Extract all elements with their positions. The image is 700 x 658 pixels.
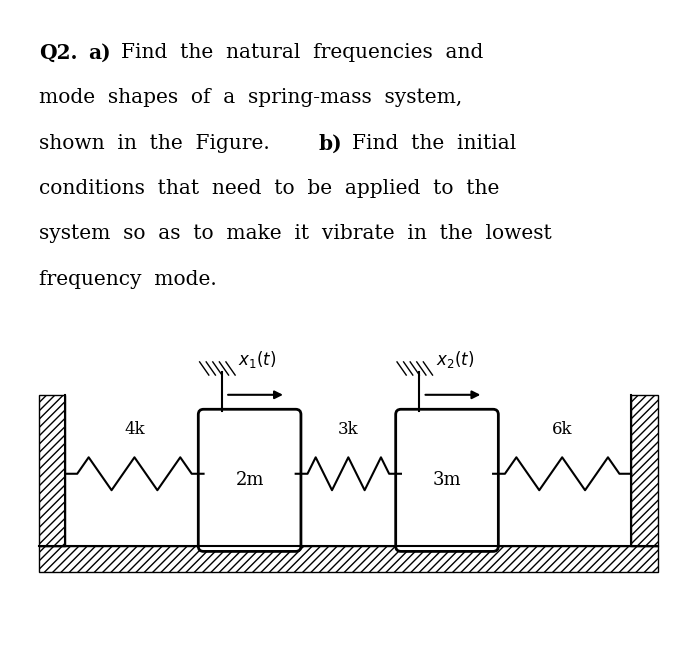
- Text: conditions  that  need  to  be  applied  to  the: conditions that need to be applied to th…: [39, 179, 499, 198]
- Text: a): a): [88, 43, 111, 63]
- Bar: [39, 546, 657, 572]
- Text: 2m: 2m: [235, 471, 264, 490]
- Text: shown  in  the  Figure.: shown in the Figure.: [39, 134, 283, 153]
- FancyBboxPatch shape: [395, 409, 498, 551]
- Text: 3k: 3k: [338, 420, 358, 438]
- FancyBboxPatch shape: [198, 409, 301, 551]
- Text: Find  the  natural  frequencies  and: Find the natural frequencies and: [121, 43, 484, 62]
- Text: system  so  as  to  make  it  vibrate  in  the  lowest: system so as to make it vibrate in the l…: [39, 224, 552, 243]
- Text: Find  the  initial: Find the initial: [352, 134, 517, 153]
- Text: 4k: 4k: [124, 420, 145, 438]
- Text: frequency  mode.: frequency mode.: [39, 270, 217, 289]
- Bar: [631, 395, 657, 546]
- Text: mode  shapes  of  a  spring-mass  system,: mode shapes of a spring-mass system,: [39, 88, 462, 107]
- Bar: [39, 395, 65, 546]
- Text: 3m: 3m: [433, 471, 461, 490]
- Text: 6k: 6k: [552, 420, 573, 438]
- Text: b): b): [318, 134, 342, 153]
- Text: Q2.: Q2.: [39, 43, 78, 63]
- Text: $x_1(t)$: $x_1(t)$: [239, 349, 276, 370]
- Text: $x_2(t)$: $x_2(t)$: [436, 349, 474, 370]
